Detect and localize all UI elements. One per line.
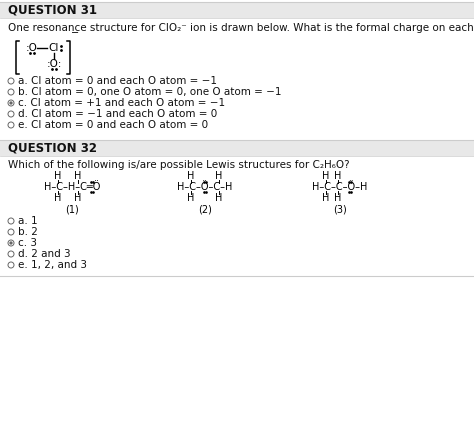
Text: H: H <box>334 171 342 181</box>
Text: b. Cl atom = 0, one O atom = 0, one O atom = −1: b. Cl atom = 0, one O atom = 0, one O at… <box>18 87 282 97</box>
Text: H: H <box>187 193 195 203</box>
Text: b. 2: b. 2 <box>18 227 38 237</box>
Text: H: H <box>334 193 342 203</box>
Text: (2): (2) <box>198 204 212 214</box>
FancyBboxPatch shape <box>0 2 474 18</box>
Text: H: H <box>215 193 223 203</box>
Text: Cl: Cl <box>49 43 59 53</box>
Text: H: H <box>215 171 223 181</box>
Text: H–C–Ö–C–H: H–C–Ö–C–H <box>177 182 233 192</box>
Text: d. Cl atom = −1 and each O atom = 0: d. Cl atom = −1 and each O atom = 0 <box>18 109 217 119</box>
Text: H: H <box>55 171 62 181</box>
Text: QUESTION 32: QUESTION 32 <box>8 142 97 154</box>
Text: a. Cl atom = 0 and each O atom = −1: a. Cl atom = 0 and each O atom = −1 <box>18 76 217 86</box>
Text: :O:: :O: <box>46 59 62 69</box>
Text: −: − <box>71 28 79 38</box>
Text: c. Cl atom = +1 and each O atom = −1: c. Cl atom = +1 and each O atom = −1 <box>18 98 225 108</box>
Text: e. 1, 2, and 3: e. 1, 2, and 3 <box>18 260 87 270</box>
Text: a. 1: a. 1 <box>18 216 37 226</box>
Text: H: H <box>322 171 330 181</box>
Text: One resonance structure for ClO₂⁻ ion is drawn below. What is the formal charge : One resonance structure for ClO₂⁻ ion is… <box>8 23 474 33</box>
Text: H: H <box>322 193 330 203</box>
Text: :O: :O <box>26 43 38 53</box>
Text: H–C–C–Ö–H: H–C–C–Ö–H <box>312 182 368 192</box>
Text: H: H <box>74 171 82 181</box>
Text: e. Cl atom = 0 and each O atom = 0: e. Cl atom = 0 and each O atom = 0 <box>18 120 208 130</box>
Text: H: H <box>55 193 62 203</box>
Text: (1): (1) <box>65 204 79 214</box>
Text: Which of the following is/are possible Lewis structures for C₂H₆O?: Which of the following is/are possible L… <box>8 160 350 170</box>
Text: d. 2 and 3: d. 2 and 3 <box>18 249 71 259</box>
Text: c. 3: c. 3 <box>18 238 37 248</box>
FancyBboxPatch shape <box>0 140 474 156</box>
Text: H: H <box>187 171 195 181</box>
Text: H–C–H–C═Ö: H–C–H–C═Ö <box>44 182 100 192</box>
Circle shape <box>9 101 13 105</box>
Text: QUESTION 31: QUESTION 31 <box>8 3 97 17</box>
Circle shape <box>9 241 13 245</box>
Text: H: H <box>74 193 82 203</box>
Text: (3): (3) <box>333 204 347 214</box>
